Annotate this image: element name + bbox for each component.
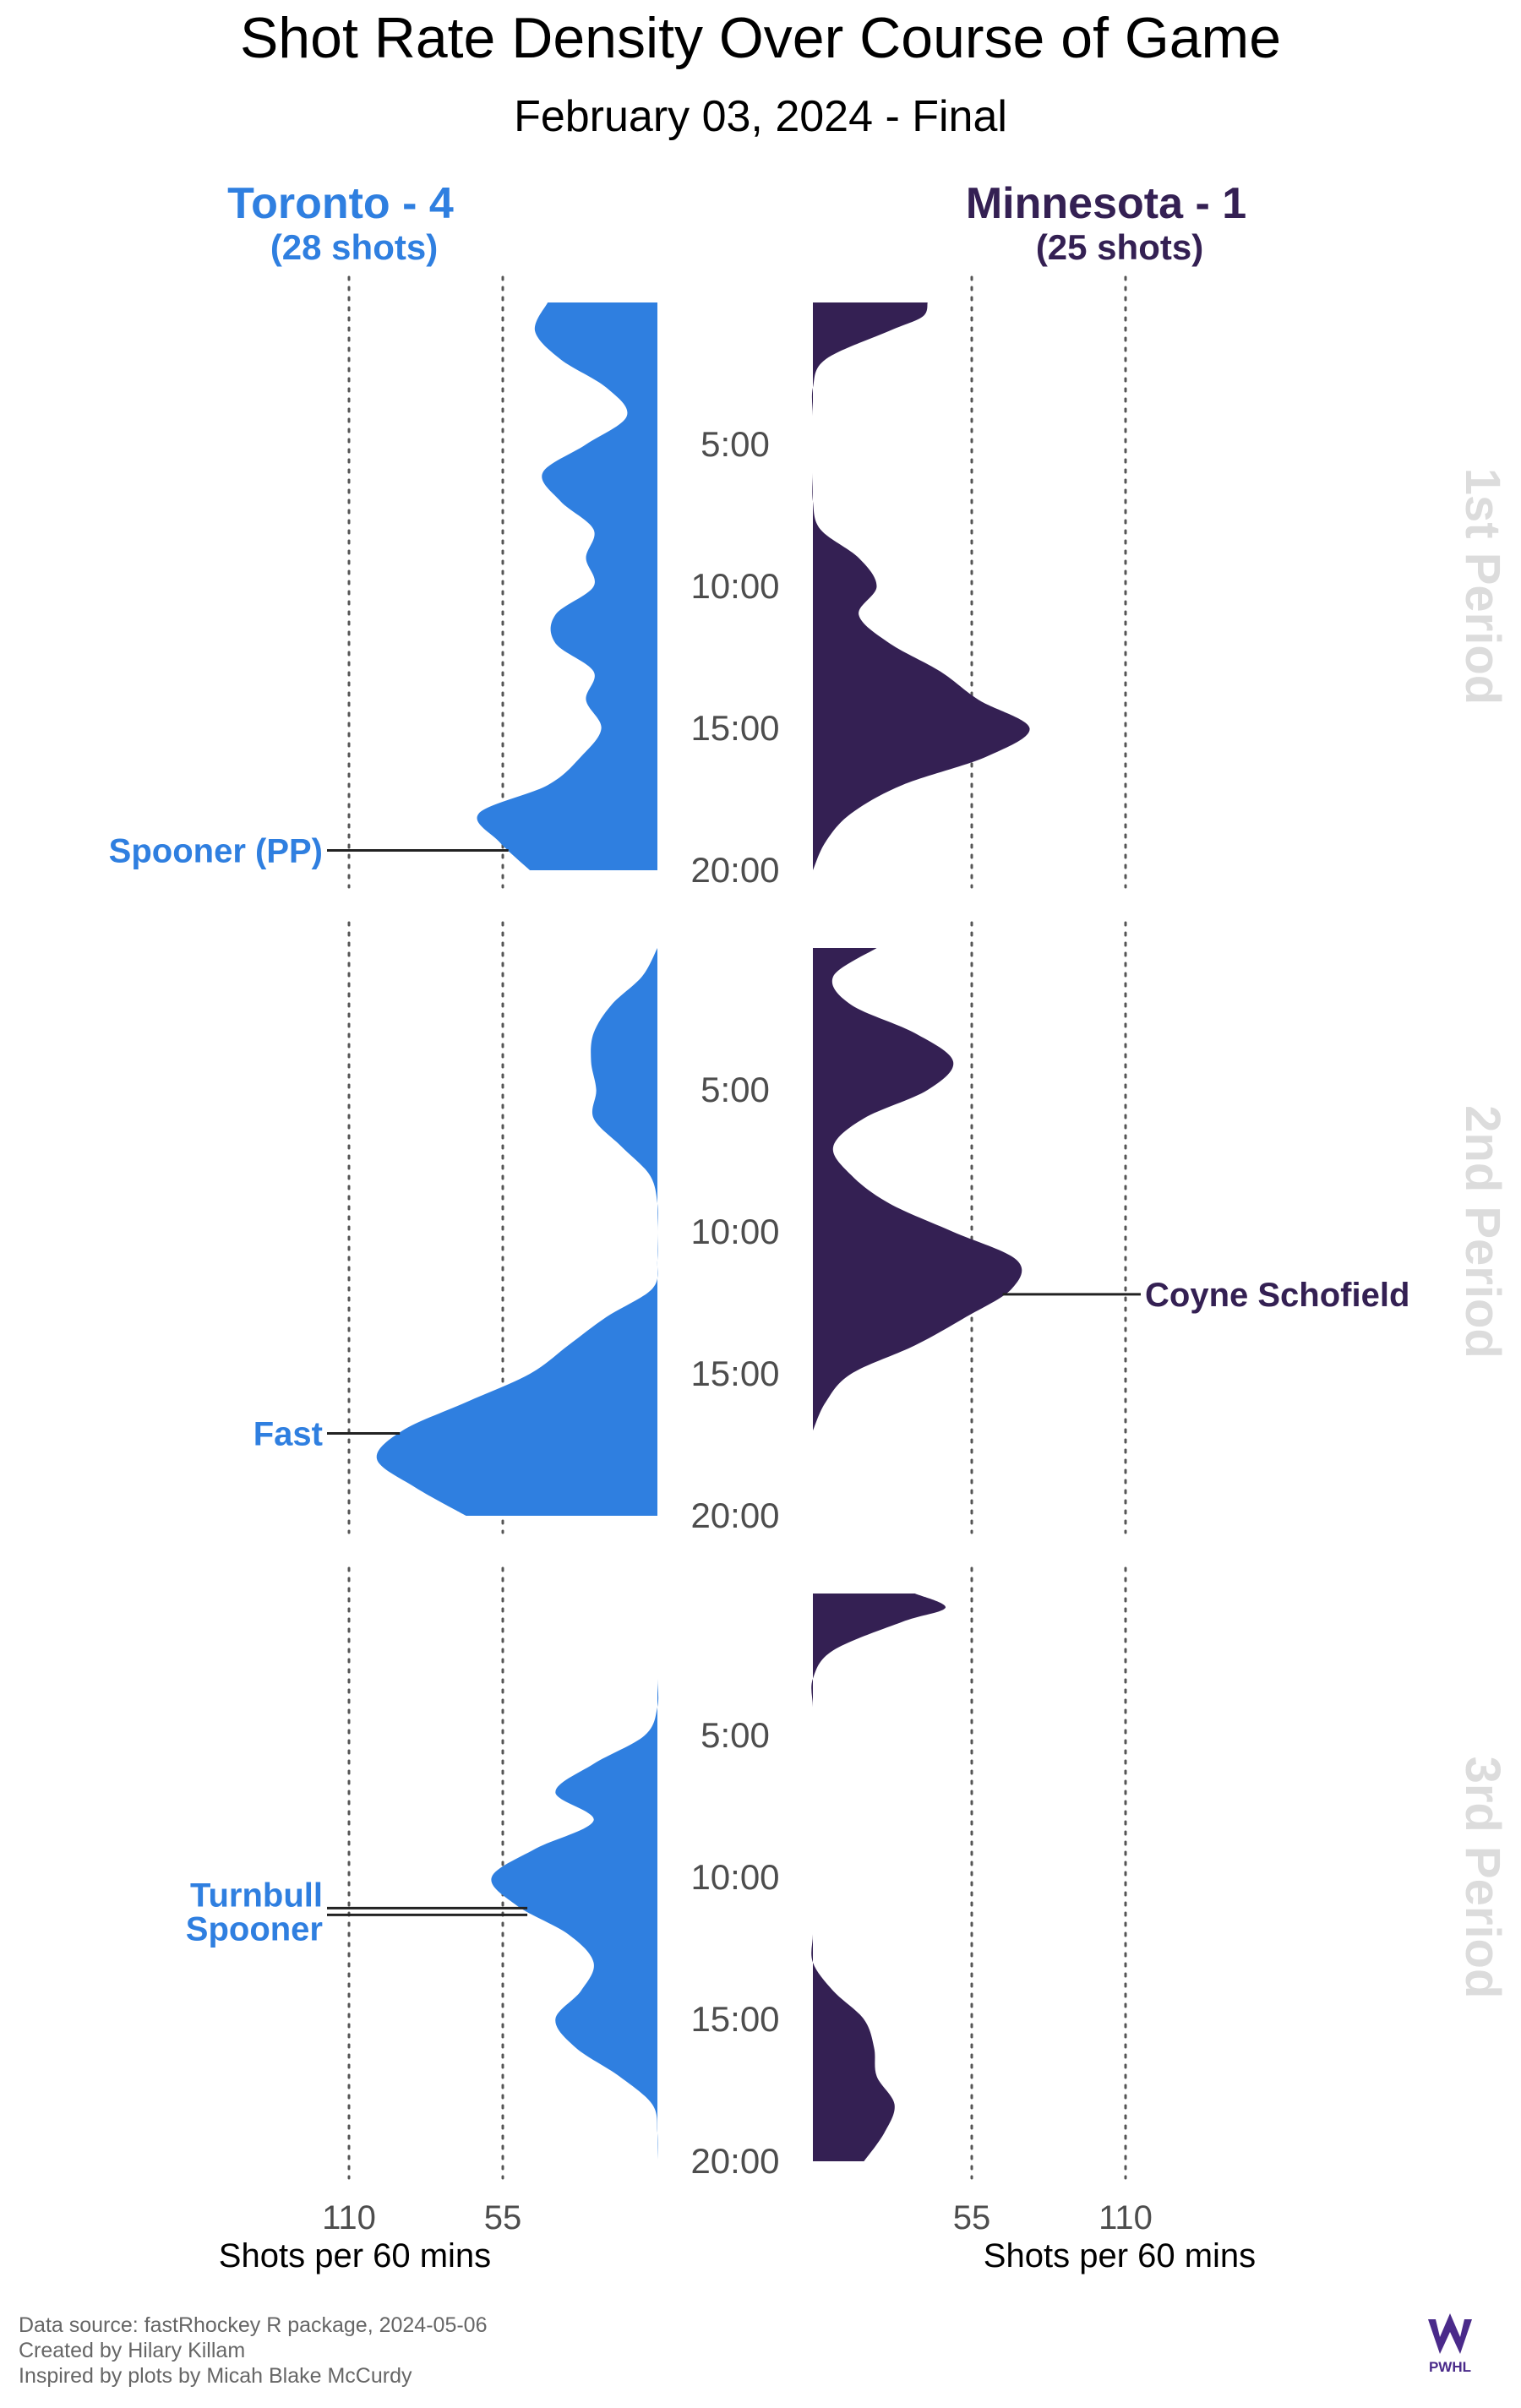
pwhl-logo-text: PWHL <box>1429 2359 1471 2375</box>
minnesota-shots-label: (25 shots) <box>1036 227 1203 267</box>
time-label-p2-15: 15:00 <box>690 1354 779 1393</box>
period-label-1: 1st Period <box>1455 468 1510 705</box>
x-tick-left-55: 55 <box>484 2199 522 2236</box>
time-label-p3-10: 10:00 <box>690 1857 779 1897</box>
minnesota-density-area-p1 <box>811 302 1030 870</box>
period-label-2: 2nd Period <box>1455 1105 1510 1359</box>
x-tick-left-110: 110 <box>322 2199 376 2236</box>
goal-label-3-0: Coyne Schofield <box>1145 1277 1409 1314</box>
x-axis-label-left: Shots per 60 mins <box>219 2237 491 2275</box>
period-label-3: 3rd Period <box>1455 1757 1510 1999</box>
minnesota-density-area-p2 <box>813 948 1022 1431</box>
toronto-density-area-p1 <box>477 302 657 870</box>
chart-title: Shot Rate Density Over Course of Game <box>240 6 1281 70</box>
goal-label-2-1: Spooner <box>186 1910 323 1948</box>
footer-data-source: Data source: fastRhockey R package, 2024… <box>19 2313 487 2337</box>
chart-subtitle: February 03, 2024 - Final <box>514 92 1007 141</box>
pwhl-logo-mark <box>1428 2313 1472 2354</box>
minnesota-team-label: Minnesota - 1 <box>966 179 1246 228</box>
time-label-p3-5: 5:00 <box>701 1715 770 1755</box>
time-label-p1-10: 10:00 <box>690 566 779 606</box>
minnesota-density-area-p3 <box>811 1594 946 2161</box>
pwhl-logo: PWHL <box>1428 2313 1472 2375</box>
x-tick-right-110: 110 <box>1098 2199 1153 2236</box>
toronto-density-area-p2 <box>376 948 658 1516</box>
time-label-p1-15: 15:00 <box>690 708 779 748</box>
time-label-p1-20: 20:00 <box>690 850 779 890</box>
goal-label-0-0: Spooner (PP) <box>109 832 323 869</box>
toronto-shots-label: (28 shots) <box>270 227 438 267</box>
time-label-p2-20: 20:00 <box>690 1495 779 1535</box>
toronto-team-label: Toronto - 4 <box>227 179 454 228</box>
period-panels: 5:00 10:00 15:00 20:00 1st Period 5:00 10:00 15… <box>109 275 1510 2181</box>
x-axis-label-right: Shots per 60 mins <box>984 2237 1256 2275</box>
toronto-density-area-p3 <box>491 1594 659 2161</box>
time-label-p2-5: 5:00 <box>701 1070 770 1109</box>
time-label-p2-10: 10:00 <box>690 1212 779 1251</box>
footer-inspired-by: Inspired by plots by Micah Blake McCurdy <box>19 2364 412 2388</box>
time-label-p3-20: 20:00 <box>690 2141 779 2181</box>
time-label-p1-5: 5:00 <box>701 424 770 464</box>
time-label-p3-15: 15:00 <box>690 1999 779 2039</box>
x-tick-right-55: 55 <box>953 2199 991 2236</box>
footer-created-by: Created by Hilary Killam <box>19 2339 245 2362</box>
goal-label-1-0: Fast <box>254 1416 323 1453</box>
goal-label-2-0: Turnbull <box>190 1877 323 1914</box>
